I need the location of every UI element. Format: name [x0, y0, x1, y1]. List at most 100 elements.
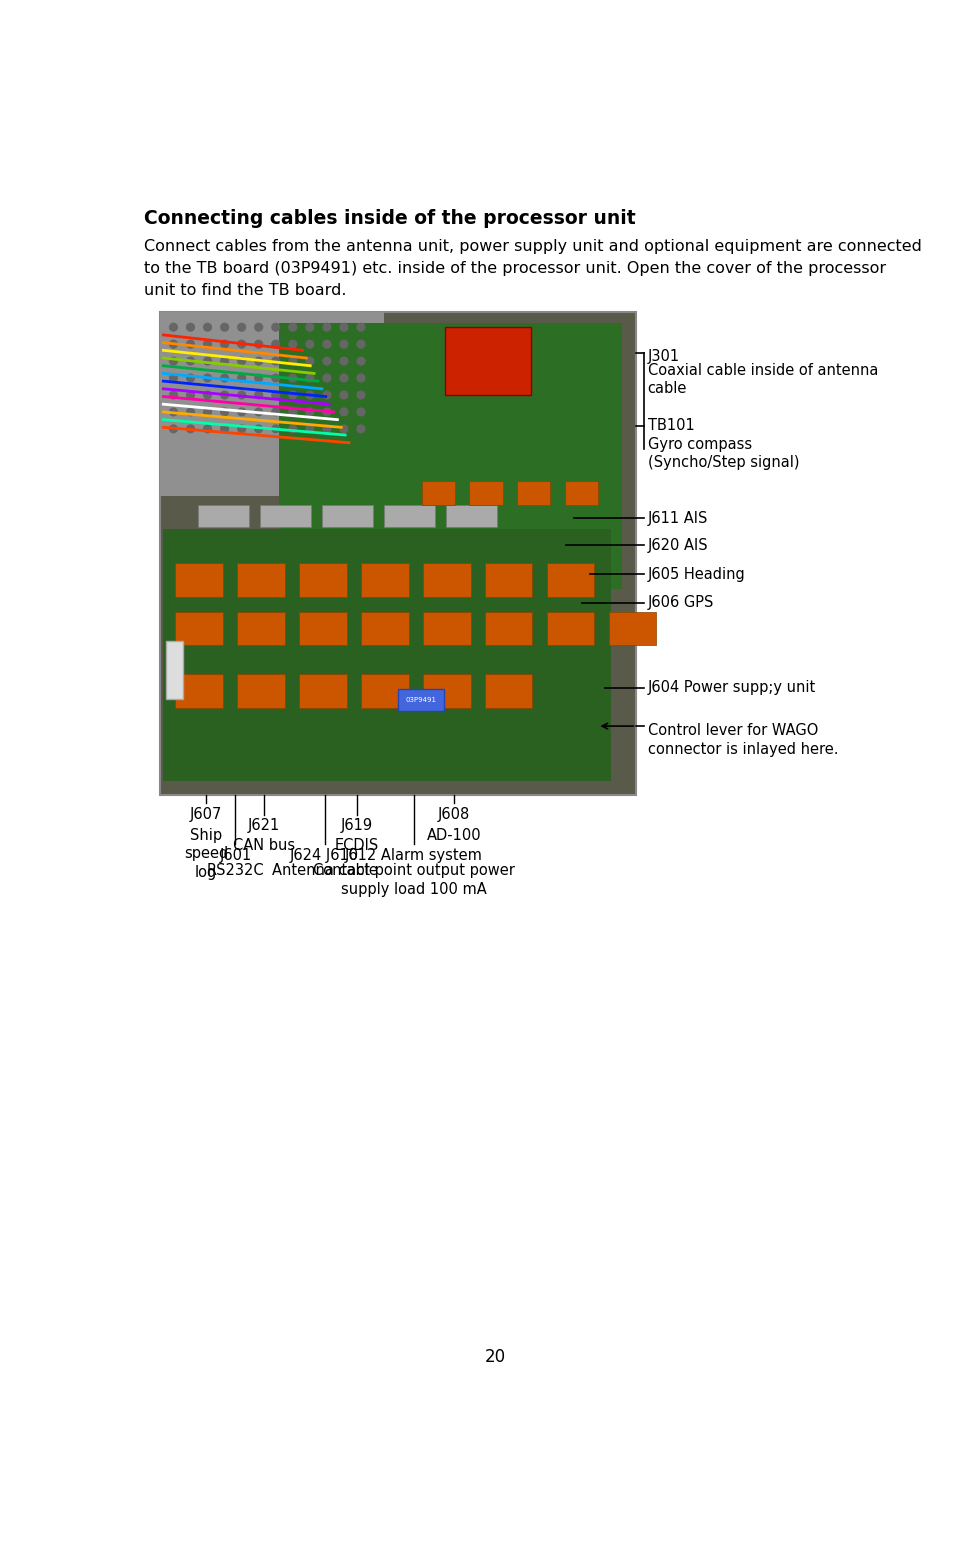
Bar: [323, 505, 373, 527]
Circle shape: [289, 357, 297, 365]
Text: J621: J621: [248, 818, 280, 834]
Bar: [237, 563, 285, 597]
Circle shape: [220, 357, 229, 365]
Circle shape: [170, 391, 178, 399]
Circle shape: [255, 374, 263, 382]
Circle shape: [357, 357, 365, 365]
Circle shape: [306, 374, 314, 382]
Circle shape: [306, 391, 314, 399]
Bar: [485, 563, 532, 597]
Bar: [423, 675, 470, 708]
Text: Ship
speed
log: Ship speed log: [184, 828, 228, 879]
Circle shape: [323, 357, 330, 365]
Circle shape: [170, 408, 178, 416]
Bar: [485, 611, 532, 645]
Bar: [384, 505, 435, 527]
Text: J601: J601: [219, 848, 251, 862]
Bar: [547, 611, 594, 645]
Bar: [485, 675, 532, 708]
Circle shape: [255, 408, 263, 416]
Circle shape: [289, 340, 297, 348]
Bar: [237, 675, 285, 708]
Text: Coaxial cable inside of antenna
cable: Coaxial cable inside of antenna cable: [648, 363, 878, 396]
Circle shape: [306, 357, 314, 365]
Bar: [446, 505, 497, 527]
Circle shape: [306, 426, 314, 433]
Bar: [159, 312, 637, 795]
Circle shape: [306, 408, 314, 416]
Circle shape: [357, 426, 365, 433]
Bar: [565, 482, 598, 505]
Text: TB101: TB101: [648, 418, 695, 433]
Text: J301: J301: [648, 349, 680, 363]
Circle shape: [204, 323, 212, 331]
Circle shape: [170, 357, 178, 365]
Bar: [547, 563, 594, 597]
Circle shape: [255, 323, 263, 331]
Circle shape: [220, 408, 229, 416]
Circle shape: [357, 323, 365, 331]
Text: J620 AIS: J620 AIS: [648, 538, 708, 552]
Circle shape: [255, 391, 263, 399]
Circle shape: [323, 374, 330, 382]
Circle shape: [238, 323, 245, 331]
Circle shape: [238, 408, 245, 416]
Bar: [198, 505, 248, 527]
Circle shape: [289, 374, 297, 382]
Circle shape: [220, 391, 229, 399]
Bar: [469, 482, 502, 505]
Text: J605 Heading: J605 Heading: [648, 567, 746, 582]
Bar: [423, 611, 470, 645]
Text: Contact point output power
supply load 100 mA: Contact point output power supply load 1…: [313, 864, 515, 896]
Circle shape: [271, 340, 279, 348]
Circle shape: [271, 357, 279, 365]
Circle shape: [323, 408, 330, 416]
Bar: [298, 563, 347, 597]
Text: Antenna cable: Antenna cable: [271, 864, 378, 878]
Text: 03P9491: 03P9491: [406, 697, 437, 703]
Circle shape: [289, 408, 297, 416]
Bar: [159, 312, 384, 496]
Text: J608: J608: [438, 808, 470, 822]
Circle shape: [340, 408, 348, 416]
Circle shape: [323, 323, 330, 331]
Bar: [298, 611, 347, 645]
Circle shape: [255, 340, 263, 348]
Circle shape: [186, 357, 194, 365]
Circle shape: [357, 391, 365, 399]
Circle shape: [255, 426, 263, 433]
Circle shape: [255, 357, 263, 365]
Circle shape: [238, 374, 245, 382]
Circle shape: [204, 426, 212, 433]
Bar: [398, 689, 444, 711]
Text: AD-100: AD-100: [427, 828, 481, 843]
Bar: [237, 611, 285, 645]
Circle shape: [204, 357, 212, 365]
Circle shape: [289, 391, 297, 399]
Text: Connect cables from the antenna unit, power supply unit and optional equipment a: Connect cables from the antenna unit, po…: [144, 240, 922, 298]
Circle shape: [220, 426, 229, 433]
Bar: [423, 563, 470, 597]
Circle shape: [357, 408, 365, 416]
Bar: [445, 327, 531, 394]
Bar: [361, 611, 409, 645]
Circle shape: [186, 408, 194, 416]
Bar: [298, 675, 347, 708]
Text: J624 J610: J624 J610: [290, 848, 359, 862]
Circle shape: [238, 357, 245, 365]
Circle shape: [204, 391, 212, 399]
Circle shape: [340, 357, 348, 365]
Text: Control lever for WAGO
connector is inlayed here.: Control lever for WAGO connector is inla…: [648, 723, 838, 756]
Text: CAN bus: CAN bus: [233, 837, 296, 853]
Circle shape: [340, 340, 348, 348]
Circle shape: [186, 426, 194, 433]
Text: Gyro compass
(Syncho/Step signal): Gyro compass (Syncho/Step signal): [648, 437, 799, 471]
Circle shape: [220, 374, 229, 382]
Circle shape: [323, 426, 330, 433]
Bar: [175, 563, 222, 597]
Bar: [517, 482, 551, 505]
Text: J606 GPS: J606 GPS: [648, 596, 714, 611]
Circle shape: [340, 374, 348, 382]
Text: RS232C: RS232C: [207, 864, 265, 878]
Circle shape: [357, 374, 365, 382]
